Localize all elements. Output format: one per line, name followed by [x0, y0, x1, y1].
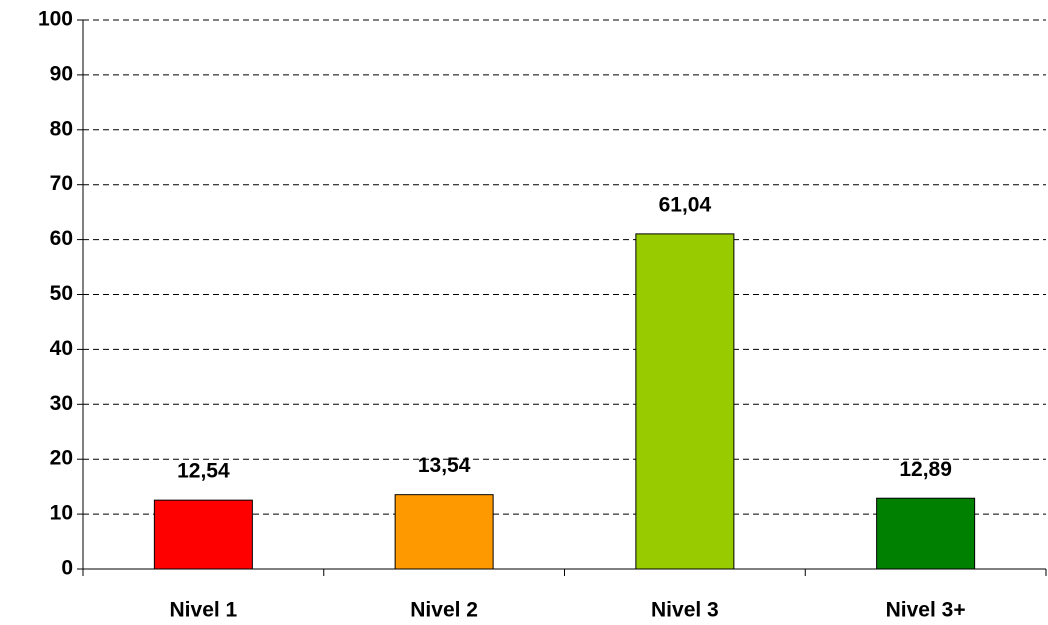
- y-tick-label: 80: [50, 117, 73, 140]
- y-tick-label: 0: [61, 557, 73, 580]
- value-label: 13,54: [418, 454, 471, 477]
- x-tick-label: Nivel 3: [651, 599, 719, 622]
- x-tick-label: Nivel 2: [410, 599, 478, 622]
- y-tick-label: 30: [50, 392, 73, 415]
- y-tick-label: 40: [50, 337, 73, 360]
- x-tick-label: Nivel 3+: [886, 599, 966, 622]
- y-tick-label: 50: [50, 282, 73, 305]
- y-tick-label: 100: [38, 8, 73, 31]
- x-tick-label: Nivel 1: [170, 599, 238, 622]
- y-tick-label: 90: [50, 62, 73, 85]
- y-tick-label: 70: [50, 172, 73, 195]
- bar: [394, 494, 494, 570]
- bar: [635, 233, 735, 570]
- value-label: 12,54: [177, 460, 230, 483]
- value-label: 61,04: [659, 193, 712, 216]
- bar: [153, 499, 253, 570]
- bar: [876, 497, 976, 570]
- y-tick-label: 60: [50, 227, 73, 250]
- y-tick-label: 10: [50, 502, 73, 525]
- y-tick-label: 20: [50, 447, 73, 470]
- value-label: 12,89: [899, 458, 952, 481]
